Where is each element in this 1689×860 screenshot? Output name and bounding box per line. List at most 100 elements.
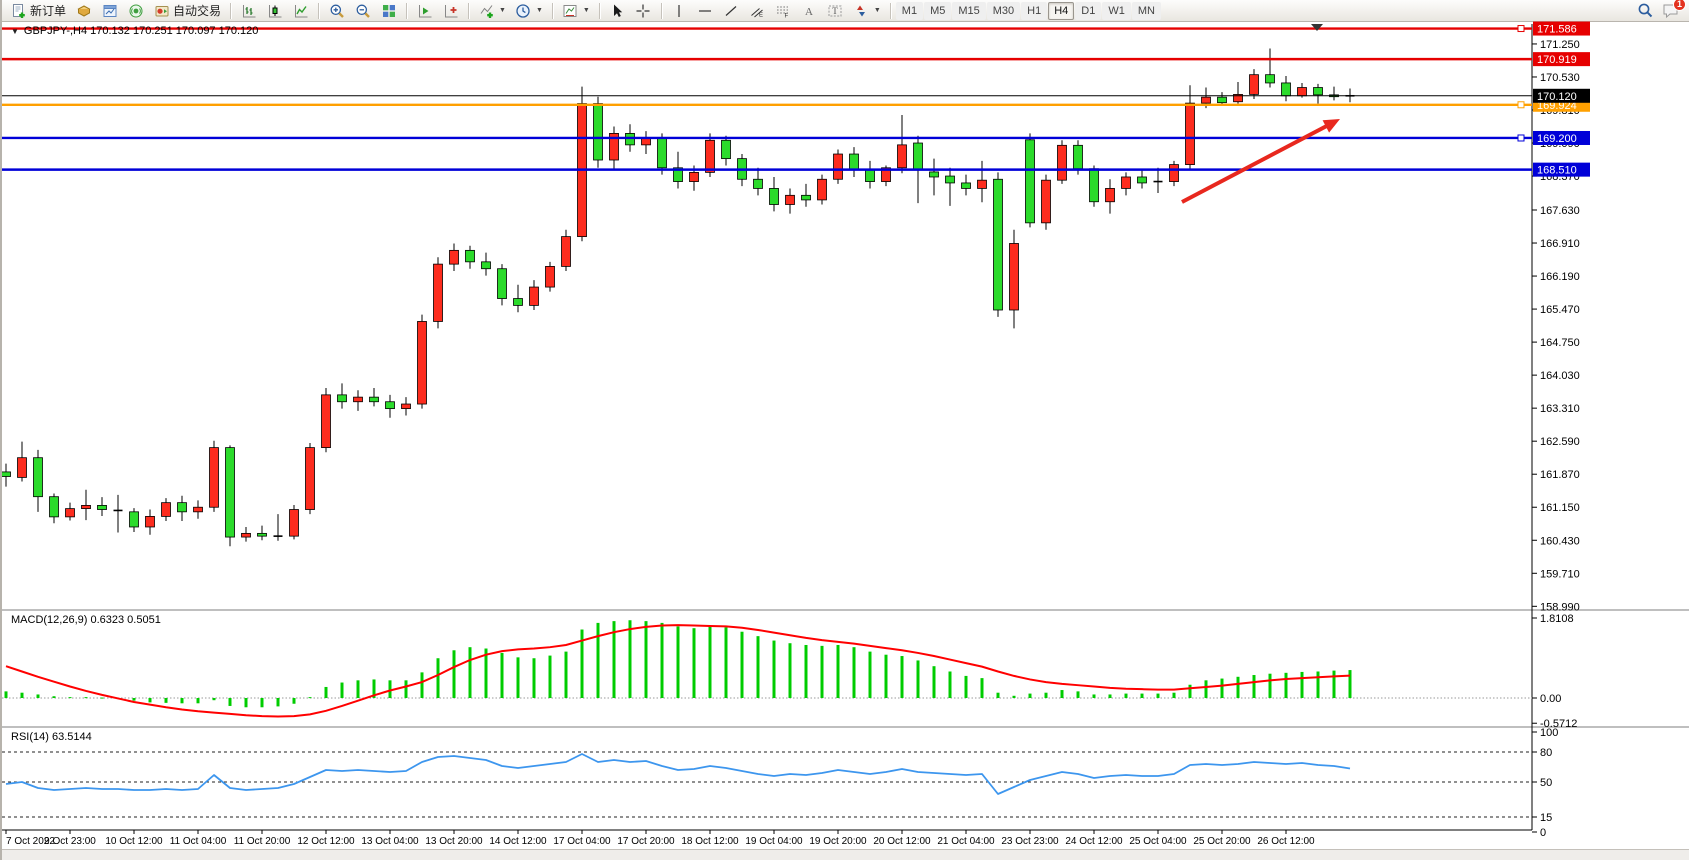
- time-tick-label: 19 Oct 04:00: [745, 836, 803, 847]
- auto-trading-button[interactable]: 自动交易: [149, 1, 225, 20]
- search-icon[interactable]: [1637, 3, 1654, 19]
- macd-bar: [788, 643, 792, 698]
- time-tick-label: 17 Oct 04:00: [553, 836, 611, 847]
- timeframe-m15-button[interactable]: M15: [952, 1, 986, 20]
- candle-body: [561, 236, 571, 267]
- candle-body: [833, 153, 843, 180]
- chart-shift-marker[interactable]: [1311, 24, 1323, 31]
- macd-bar: [292, 698, 296, 704]
- cursor-tool-button[interactable]: [605, 1, 630, 20]
- time-tick-label: 11 Oct 04:00: [170, 836, 227, 847]
- line-handle[interactable]: [1517, 25, 1525, 33]
- macd-bar: [20, 692, 24, 698]
- arrows-tool-button[interactable]: ▼: [849, 1, 885, 20]
- candle-body: [17, 457, 27, 478]
- candle-body: [593, 103, 603, 161]
- chart-dropdown-icon[interactable]: ▼: [11, 26, 19, 36]
- clock-icon: [515, 3, 532, 19]
- zoom-in-button[interactable]: [324, 1, 349, 20]
- line-chart-mode-button[interactable]: [288, 1, 313, 20]
- macd-bar: [228, 698, 232, 706]
- macd-bar: [1156, 693, 1160, 698]
- timeframe-w1-button[interactable]: W1: [1102, 1, 1131, 20]
- candle-body: [897, 144, 907, 169]
- sound-alert-button[interactable]: [123, 1, 148, 20]
- zoom-out-button[interactable]: [350, 1, 375, 20]
- bar-chart-mode-button[interactable]: [236, 1, 261, 20]
- chart-window-button[interactable]: [97, 1, 122, 20]
- macd-tick-label: 0.00: [1540, 693, 1561, 705]
- line-chart-icon: [292, 3, 309, 19]
- macd-bar: [1188, 684, 1192, 698]
- tile-windows-button[interactable]: [376, 1, 401, 20]
- horizontal-line-objects[interactable]: [2, 25, 1532, 171]
- horizontal-line-tool-button[interactable]: [693, 1, 718, 20]
- equidistant-channel-tool-button[interactable]: E: [745, 1, 770, 20]
- vertical-line-tool-button[interactable]: [667, 1, 692, 20]
- candle-body: [1201, 96, 1211, 104]
- price-axis[interactable]: 171.250170.530169.810169.090168.370167.6…: [1532, 21, 1590, 839]
- chart-shift-button[interactable]: [438, 1, 463, 20]
- macd-bar: [452, 650, 456, 698]
- candle-body: [449, 249, 459, 265]
- macd-bar: [1028, 693, 1032, 698]
- candle-body: [289, 509, 299, 537]
- templates-button[interactable]: ▼: [558, 1, 594, 20]
- timeframe-d1-button[interactable]: D1: [1075, 1, 1102, 20]
- macd-bar: [1172, 692, 1176, 698]
- timeframe-h1-button[interactable]: H1: [1021, 1, 1048, 20]
- crosshair-tool-button[interactable]: [631, 1, 656, 20]
- trend-arrow-object[interactable]: [1181, 119, 1340, 204]
- fibonacci-tool-button[interactable]: F: [771, 1, 796, 20]
- price-label-chip: 170.919: [1533, 52, 1590, 67]
- macd-bar: [1252, 675, 1256, 698]
- timeframe-m1-button[interactable]: M1: [895, 1, 924, 20]
- market-watch-button[interactable]: [71, 1, 96, 20]
- timeframe-m5-button[interactable]: M5: [924, 1, 952, 20]
- macd-bar: [612, 621, 616, 698]
- timeframe-h4-button[interactable]: H4: [1048, 1, 1075, 20]
- line-handle[interactable]: [1517, 134, 1525, 142]
- candle-body: [1009, 243, 1019, 311]
- indicators-button[interactable]: ▼: [474, 1, 510, 20]
- price-label-chip: 169.200: [1533, 130, 1590, 145]
- candlestick-series: [2, 48, 1355, 547]
- candle-body: [1105, 188, 1115, 203]
- toolbar-separator: [468, 2, 470, 19]
- macd-bar: [884, 654, 888, 698]
- candle-body: [545, 266, 555, 288]
- text-tool-button[interactable]: A: [797, 1, 822, 20]
- macd-bar: [692, 628, 696, 698]
- macd-bar: [68, 697, 72, 699]
- candle-body: [81, 505, 91, 510]
- macd-bar: [468, 647, 472, 698]
- macd-bar: [660, 622, 664, 698]
- toolbar-separator: [598, 2, 600, 19]
- candle-body: [929, 171, 939, 178]
- line-handle[interactable]: [1517, 101, 1525, 109]
- svg-text:F: F: [785, 13, 789, 19]
- timeframe-mn-button[interactable]: MN: [1131, 1, 1161, 20]
- macd-indicator-label: MACD(12,26,9) 0.6323 0.5051: [11, 614, 161, 626]
- auto-scroll-button[interactable]: [412, 1, 437, 20]
- cursor-icon: [609, 3, 626, 19]
- macd-bar: [852, 647, 856, 698]
- macd-bar: [1348, 670, 1352, 698]
- timeframe-m30-button[interactable]: M30: [986, 1, 1021, 20]
- macd-bar: [916, 660, 920, 698]
- periods-button[interactable]: ▼: [511, 1, 547, 20]
- candlestick-mode-button[interactable]: [262, 1, 287, 20]
- text-label-tool-button[interactable]: T: [823, 1, 848, 20]
- new-order-button[interactable]: 新订单: [6, 1, 70, 20]
- price-tick-label: 167.630: [1540, 205, 1580, 217]
- candle-body: [1297, 87, 1307, 97]
- notifications-button[interactable]: 1: [1662, 0, 1686, 19]
- candle-body: [913, 142, 923, 171]
- trendline-tool-button[interactable]: [719, 1, 744, 20]
- channel-icon: E: [749, 3, 766, 19]
- time-tick-label: 21 Oct 04:00: [937, 836, 995, 847]
- candle-body: [417, 321, 427, 405]
- candle-body: [609, 132, 619, 161]
